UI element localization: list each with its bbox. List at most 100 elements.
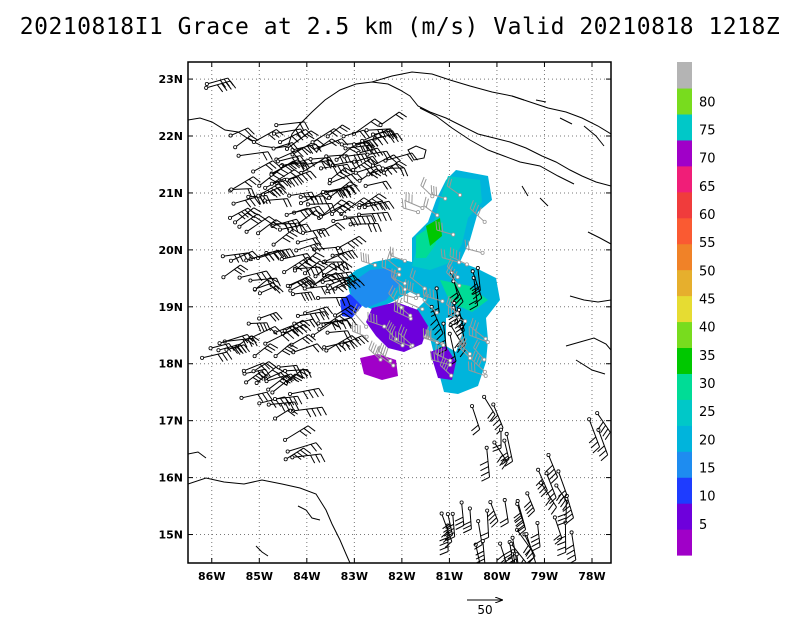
colorbar-segment: [677, 87, 692, 115]
x-tick-label: 83W: [341, 570, 368, 583]
wind-barb: [447, 305, 468, 324]
wind-barb: [298, 191, 333, 206]
y-tick-label: 20N: [158, 244, 183, 257]
wind-barb: [310, 128, 342, 145]
wind-barb: [458, 338, 473, 361]
wind-barb: [333, 278, 365, 291]
wind-barb: [420, 176, 435, 199]
wind-barb: [231, 195, 266, 208]
hispaniola-coastline: [565, 231, 611, 375]
axis-ticks: 86W 85W 84W 83W 82W 81W 80W 79W 78W 23N 22N 21N 20N 1…: [158, 62, 611, 583]
wind-barb: [318, 163, 353, 175]
wind-barb: [507, 535, 518, 563]
wind-barb: [363, 180, 392, 190]
wind-barb: [273, 325, 299, 335]
wind-barb: [475, 539, 486, 563]
wind-barb: [343, 144, 377, 155]
wind-barb: [538, 480, 557, 515]
colorbar-segment: [677, 451, 692, 478]
wind-barb: [288, 387, 325, 400]
wind-barb: [473, 339, 487, 362]
wind-barb: [470, 404, 481, 436]
wind-barb: [458, 334, 472, 356]
y-tick-label: 21N: [158, 187, 183, 200]
colorbar-label: 25: [699, 405, 716, 420]
wind-barb: [392, 269, 407, 292]
wind-barb: [244, 371, 269, 385]
wind-barb: [464, 239, 485, 255]
field-patch-purple-core: [366, 302, 428, 352]
colorbar-segment: [677, 503, 692, 530]
colorbar-label: 60: [699, 208, 716, 223]
colorbar-label: 10: [699, 490, 716, 505]
wind-barb: [264, 373, 298, 384]
wind-barb: [334, 145, 361, 162]
colorbar-segment: [677, 191, 692, 219]
wind-barb: [283, 425, 316, 442]
wind-barb: [405, 191, 425, 211]
wind-barb: [368, 340, 383, 362]
wind-barb: [360, 128, 396, 143]
wind-barb: [288, 279, 318, 293]
wind-barb: [446, 177, 462, 198]
wind-barb: [389, 329, 405, 348]
colorbar-label: 35: [699, 349, 716, 364]
wind-barb: [321, 260, 350, 271]
colorbar-segment: [677, 295, 692, 323]
wind-barb: [467, 361, 488, 378]
wind-barb: [318, 204, 351, 219]
colorbar-label: 40: [699, 321, 716, 336]
wind-barb: [257, 311, 283, 322]
wind-barb: [422, 286, 445, 304]
wind-barb: [273, 343, 298, 359]
x-tick-label: 80W: [483, 570, 510, 583]
wind-barb: [256, 219, 284, 236]
wind-barb: [274, 121, 310, 131]
wind-barb: [430, 185, 448, 201]
wind-barb: [530, 520, 541, 552]
x-tick-label: 78W: [578, 570, 605, 583]
wind-barb: [587, 417, 601, 454]
x-tick-label: 79W: [531, 570, 558, 583]
wind-barb: [266, 375, 294, 392]
wind-barb: [251, 361, 277, 374]
wind-barb: [271, 228, 302, 247]
wind-barb: [316, 296, 351, 307]
wind-barb: [295, 237, 322, 246]
wind-barb: [244, 252, 275, 263]
colorbar-label: 50: [699, 264, 716, 279]
colorbar-label: 70: [699, 152, 716, 167]
wind-barb: [492, 427, 503, 452]
wind-barb: [290, 291, 316, 302]
field-patch-blue: [350, 268, 400, 308]
wind-barb: [278, 128, 313, 145]
colorbar-segment: [677, 529, 692, 556]
wind-barb: [378, 111, 407, 128]
wind-barb: [271, 142, 299, 151]
wind-barb: [370, 154, 401, 168]
wind-barb: [239, 391, 273, 403]
wind-barb: [503, 431, 514, 467]
wind-barb: [454, 500, 465, 530]
wind-barb: [513, 501, 527, 536]
wind-barb: [233, 207, 262, 225]
coastlines: [188, 71, 611, 563]
colorbar-label: 55: [699, 236, 716, 251]
wind-barb: [294, 242, 325, 253]
colorbar-label: 45: [699, 292, 716, 307]
wind-barb: [486, 500, 499, 528]
wind-barb: [224, 344, 250, 355]
wind-barb: [403, 292, 425, 312]
wind-barb: [324, 335, 360, 353]
wind-barb: [565, 530, 577, 563]
colorbar-segment: [677, 243, 692, 271]
wind-barb: [331, 217, 359, 227]
wind-barb: [284, 207, 314, 218]
wind-barb: [362, 200, 395, 212]
wind-barb: [271, 128, 306, 138]
wind-barb: [389, 246, 407, 263]
wind-barb: [449, 247, 469, 267]
y-tick-label: 22N: [158, 130, 183, 143]
wind-barb: [330, 249, 359, 259]
wind-barb: [325, 124, 351, 139]
